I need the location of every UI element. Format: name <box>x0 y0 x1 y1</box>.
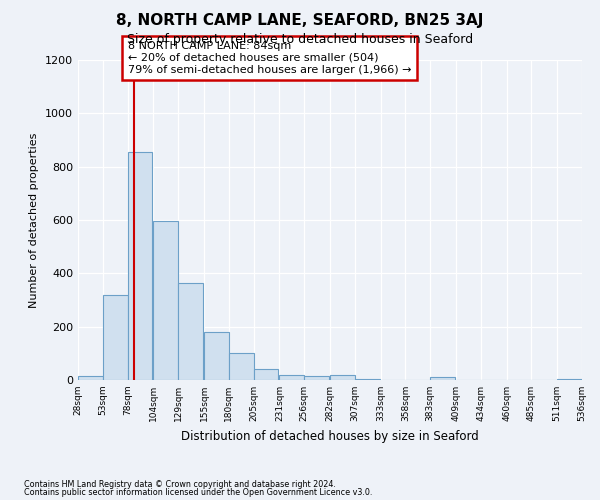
Bar <box>103 294 128 380</box>
Text: Size of property relative to detached houses in Seaford: Size of property relative to detached ho… <box>127 32 473 46</box>
Bar <box>154 222 178 380</box>
Bar <box>304 376 329 380</box>
Bar <box>330 374 355 380</box>
Text: Contains HM Land Registry data © Crown copyright and database right 2024.: Contains HM Land Registry data © Crown c… <box>24 480 336 489</box>
Bar <box>229 354 254 380</box>
Bar <box>204 332 229 380</box>
X-axis label: Distribution of detached houses by size in Seaford: Distribution of detached houses by size … <box>181 430 479 442</box>
Text: 8, NORTH CAMP LANE, SEAFORD, BN25 3AJ: 8, NORTH CAMP LANE, SEAFORD, BN25 3AJ <box>116 12 484 28</box>
Bar <box>178 282 203 380</box>
Bar <box>254 370 278 380</box>
Bar <box>430 378 455 380</box>
Bar <box>128 152 152 380</box>
Text: Contains public sector information licensed under the Open Government Licence v3: Contains public sector information licen… <box>24 488 373 497</box>
Bar <box>355 378 380 380</box>
Y-axis label: Number of detached properties: Number of detached properties <box>29 132 40 308</box>
Bar <box>557 378 582 380</box>
Text: 8 NORTH CAMP LANE: 84sqm
← 20% of detached houses are smaller (504)
79% of semi-: 8 NORTH CAMP LANE: 84sqm ← 20% of detach… <box>128 42 411 74</box>
Bar <box>280 374 304 380</box>
Bar <box>78 376 103 380</box>
